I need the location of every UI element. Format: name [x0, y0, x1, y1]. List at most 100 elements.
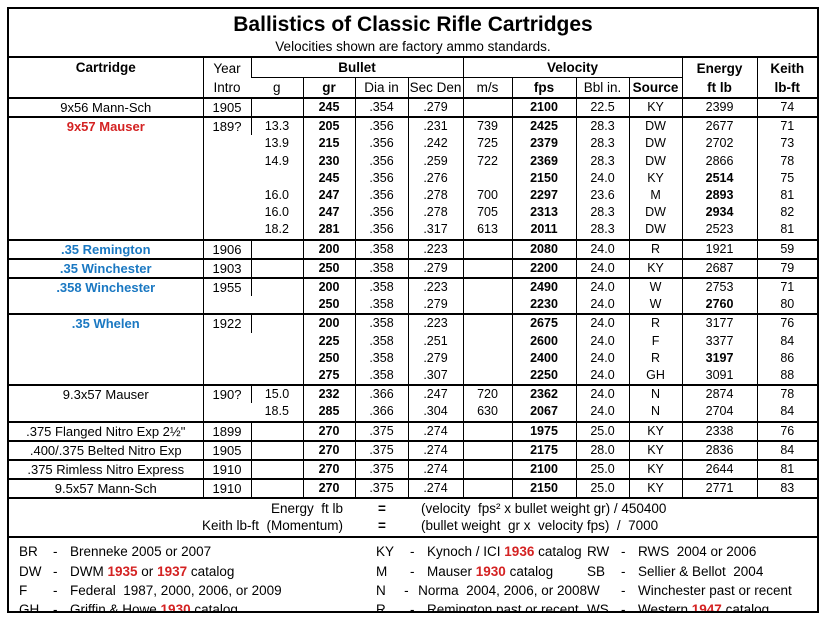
cell-grams — [250, 277, 303, 297]
keith-label: Keith — [770, 60, 805, 76]
formula-row-keith: Keith lb-ft (Momentum) = (bullet weight … — [9, 518, 817, 535]
cell-sectional-density: .304 — [407, 403, 464, 422]
cell-keith: 84 — [756, 332, 817, 350]
cell-sectional-density: .279 — [407, 296, 464, 315]
cell-source-code: R — [628, 349, 683, 368]
cell-grams — [250, 238, 303, 259]
cell-grams — [250, 420, 303, 441]
formula-label: Keith lb-ft (Momentum) — [201, 517, 343, 533]
cell-barrel-length: 25.0 — [575, 420, 630, 441]
legend-text: Remington past or recent — [427, 602, 579, 613]
legend-item: R - Remington past or recent — [376, 600, 587, 613]
formula-equals: = — [378, 517, 386, 533]
year-intro-cell: 1910 — [202, 478, 251, 498]
cell-velocity-ms — [462, 313, 513, 333]
legend-dash: - — [53, 544, 58, 560]
legend-red-year: 1930 — [160, 602, 191, 613]
cell-diameter: .375 — [354, 420, 408, 441]
col-group-velocity: Velocity — [462, 58, 683, 78]
cell-source-code: KY — [628, 478, 683, 498]
legend-item: N - Norma 2004, 2006, or 2008 — [376, 581, 587, 600]
cell-source-code: DW — [628, 135, 683, 153]
cell-velocity-fps: 2067 — [511, 403, 577, 422]
title-block: Ballistics of Classic Rifle Cartridges V… — [9, 9, 817, 58]
cartridge-name-cell: .358 Winchester — [9, 277, 203, 315]
cell-sectional-density: .247 — [407, 384, 464, 404]
cell-grams: 16.0 — [264, 205, 289, 220]
table-row: .400/.375 Belted Nitro Exp 1905 270.375.27… — [9, 439, 817, 461]
cell-keith: 80 — [756, 296, 817, 315]
cell-velocity-fps: 2100 — [511, 459, 577, 480]
legend-text: Mauser 1930 catalog — [427, 563, 554, 579]
legend-item: SB - Sellier & Bellot 2004 — [587, 562, 817, 581]
cell-energy: 2893 — [681, 187, 758, 205]
cell-sectional-density: .242 — [407, 135, 464, 153]
energy-unit-label: ft lb — [707, 79, 732, 95]
cell-barrel-length: 24.0 — [575, 367, 630, 386]
cell-velocity-ms: 700 — [462, 187, 513, 205]
cell-sectional-density: .279 — [407, 349, 464, 368]
col-header-source: Source — [628, 77, 683, 98]
cell-grains: 200 — [302, 277, 355, 297]
cell-diameter: .375 — [354, 478, 408, 498]
legend-dash: - — [410, 544, 415, 560]
cell-barrel-length: 24.0 — [575, 277, 630, 297]
formula-equals: = — [378, 501, 386, 517]
cell-energy: 2523 — [681, 221, 758, 240]
cell-grains: 200 — [302, 238, 355, 259]
cell-velocity-ms — [462, 96, 513, 118]
cartridge-name-cell: 9.3x57 Mauser — [9, 384, 203, 422]
cell-velocity-ms — [462, 420, 513, 441]
cell-grains: 245 — [302, 169, 355, 188]
cell-velocity-ms — [462, 332, 513, 350]
col-header-sec-den: Sec Den — [407, 77, 464, 98]
legend-dash: - — [53, 563, 58, 579]
cell-grams: 18.5 — [264, 404, 289, 419]
year-intro-cell: 1905 — [202, 96, 251, 118]
cell-keith: 75 — [756, 169, 817, 188]
legend-item: DW - DWM 1935 or 1937 catalog — [19, 562, 376, 581]
cell-keith: 79 — [756, 257, 817, 279]
cell-velocity-fps: 2250 — [511, 367, 577, 386]
ballistics-table: Cartridge Year Intro Bullet Velocity Ene… — [9, 58, 817, 498]
table-row: 245.356.276 2150 24.0 KY 2514 75 — [9, 169, 817, 188]
legend-red-year: 1930 — [475, 563, 506, 579]
legend-dash: - — [621, 582, 626, 598]
intro-label: Intro — [213, 79, 241, 95]
legend-code: DW — [19, 563, 42, 579]
cell-source-code: DW — [628, 152, 683, 170]
cell-velocity-ms: 720 — [462, 384, 513, 404]
cell-velocity-ms: 613 — [462, 221, 513, 240]
cell-barrel-length: 28.3 — [575, 135, 630, 153]
cell-velocity-ms — [462, 349, 513, 368]
legend-item: W - Winchester past or recent — [587, 581, 817, 600]
cell-velocity-fps: 2675 — [511, 313, 577, 333]
cell-energy: 3377 — [681, 332, 758, 350]
legend-item: WS - Western 1947 catalog — [587, 600, 817, 613]
cell-grams: 15.0 — [250, 384, 303, 404]
cell-grams: 14.9 — [264, 153, 289, 168]
cell-grains: 245 — [302, 96, 355, 118]
cell-velocity-ms — [462, 277, 513, 297]
legend-item: BR - Brenneke 2005 or 2007 — [19, 542, 376, 561]
legend-code: WS — [587, 602, 609, 613]
cartridge-name-cell: .375 Flanged Nitro Exp 2½" — [9, 420, 203, 441]
cell-grains: 250 — [302, 257, 355, 279]
legend-dash: - — [621, 563, 626, 579]
legend-text: Kynoch / ICI 1936 catalog — [427, 544, 582, 560]
cell-grains: 250 — [302, 296, 355, 315]
cell-energy: 2514 — [681, 169, 758, 188]
cell-source-code: GH — [628, 367, 683, 386]
table-row: .358 Winchester 1955 200.358.223 2490 24.0 W 2… — [9, 277, 817, 315]
legend-text: Brenneke 2005 or 2007 — [70, 544, 212, 560]
cell-barrel-length: 24.0 — [575, 257, 630, 279]
cell-velocity-fps: 2490 — [511, 277, 577, 297]
cell-velocity-fps: 2100 — [511, 96, 577, 118]
cell-diameter: .366 — [354, 403, 408, 422]
legend-text: Griffin & Howe 1930 catalog — [70, 600, 238, 613]
legend-red-year: 1937 — [157, 563, 188, 579]
cell-grains: 250 — [302, 349, 355, 368]
energy-label: Energy — [696, 60, 743, 76]
cartridge-name-cell: 9x56 Mann-Sch — [9, 96, 203, 118]
cell-source-code: N — [628, 403, 683, 422]
